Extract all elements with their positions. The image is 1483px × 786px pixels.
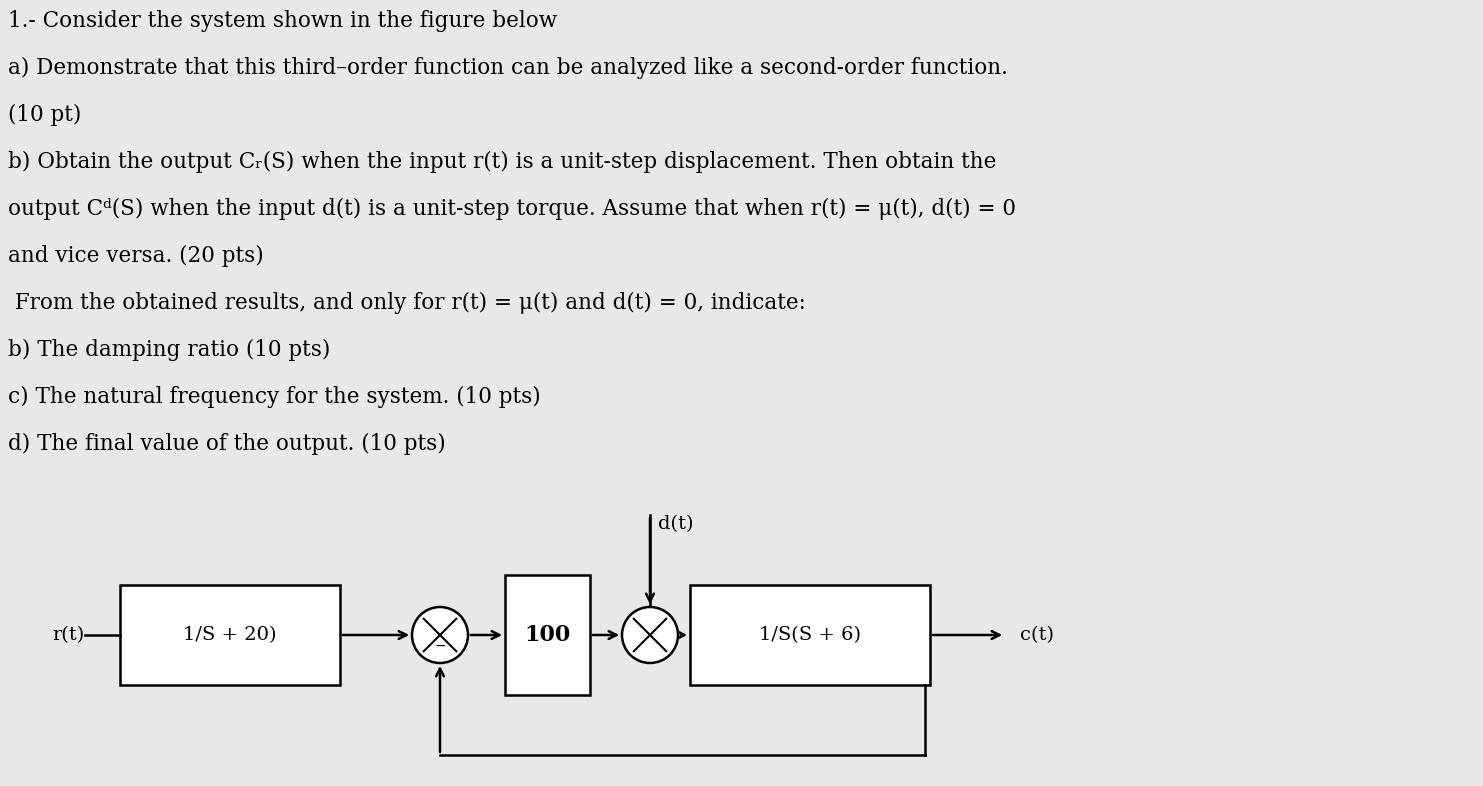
Text: 1/S(S + 6): 1/S(S + 6) [759, 626, 862, 644]
Text: c(t): c(t) [1020, 626, 1054, 644]
Text: a) Demonstrate that this third–order function can be analyzed like a second-orde: a) Demonstrate that this third–order fun… [7, 57, 1008, 79]
Text: c) The natural frequency for the system. (10 pts): c) The natural frequency for the system.… [7, 386, 541, 408]
Text: 1.- Consider the system shown in the figure below: 1.- Consider the system shown in the fig… [7, 10, 558, 32]
Text: b) The damping ratio (10 pts): b) The damping ratio (10 pts) [7, 339, 331, 361]
Text: d(t): d(t) [658, 515, 694, 533]
Text: output Cᵈ(S) when the input d(t) is a unit-step torque. Assume that when r(t) = : output Cᵈ(S) when the input d(t) is a un… [7, 198, 1016, 220]
Text: b) Obtain the output Cᵣ(S) when the input r(t) is a unit-step displacement. Then: b) Obtain the output Cᵣ(S) when the inpu… [7, 151, 997, 173]
Text: 1/S + 20): 1/S + 20) [184, 626, 277, 644]
Circle shape [412, 607, 469, 663]
Text: From the obtained results, and only for r(t) = μ(t) and d(t) = 0, indicate:: From the obtained results, and only for … [7, 292, 805, 314]
Text: (10 pt): (10 pt) [7, 104, 82, 126]
Text: and vice versa. (20 pts): and vice versa. (20 pts) [7, 245, 264, 267]
Bar [120, 585, 340, 685]
Circle shape [621, 607, 678, 663]
Bar [506, 575, 590, 695]
Text: −: − [435, 639, 446, 652]
Text: r(t): r(t) [53, 626, 85, 644]
Bar [690, 585, 930, 685]
Text: d) The final value of the output. (10 pts): d) The final value of the output. (10 pt… [7, 433, 446, 455]
Text: 100: 100 [525, 624, 571, 646]
